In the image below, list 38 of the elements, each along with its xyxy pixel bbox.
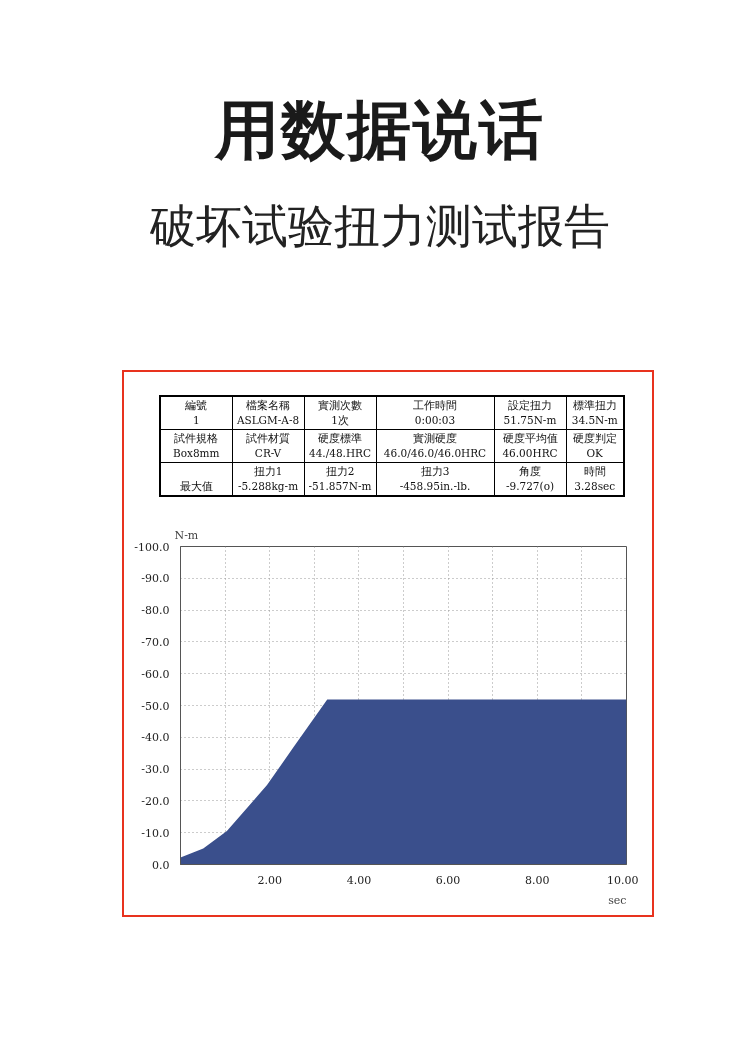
chart-subtitle: 破坏试验扭力测试报告 — [149, 198, 611, 256]
chart-title: 用数据说话 — [213, 92, 546, 169]
y-tick-label: -50.0 — [141, 699, 170, 713]
y-tick-label: -80.0 — [141, 604, 170, 618]
text: 硬度平均值 46.00HRC — [494, 429, 566, 463]
x-tick-label: 10.00 — [607, 873, 639, 887]
text: 試件材質 CR-V — [232, 429, 304, 463]
text: 編號 1 — [160, 396, 232, 430]
x-tick-label: 4.00 — [346, 873, 372, 887]
y-tick-label: -10.0 — [141, 826, 170, 840]
y-axis-title: N-m — [174, 528, 199, 542]
x-tick-label: 2.00 — [257, 873, 282, 887]
y-tick-label: -60.0 — [141, 667, 170, 681]
text: 標準扭力 34.5N-m — [566, 396, 624, 430]
text: 扭力1 -5.288kg-m — [232, 462, 304, 496]
text: 實測硬度 46.0/46.0/46.0HRC — [376, 429, 494, 463]
text: 最大值 — [160, 462, 232, 496]
text: 硬度判定 OK — [566, 429, 624, 463]
y-tick-label: -30.0 — [141, 763, 170, 777]
text: 檔案名稱 ASLGM-A-8 — [232, 396, 304, 430]
x-axis-title: sec — [608, 893, 627, 907]
text: 扭力3 -458.95in.-lb. — [376, 462, 494, 496]
text: 設定扭力 51.75N-m — [494, 396, 566, 430]
y-tick-label: -20.0 — [141, 794, 170, 808]
y-tick-label: 0.0 — [152, 858, 170, 872]
text: 硬度標準 44./48.HRC — [304, 429, 376, 463]
text: 時間 3.28sec — [566, 462, 624, 496]
y-tick-label: -100.0 — [134, 540, 170, 554]
text: 工作時間 0:00:03 — [376, 396, 494, 430]
text: 實測次數 1次 — [304, 396, 376, 430]
y-tick-label: -70.0 — [141, 635, 170, 649]
x-tick-label: 8.00 — [525, 873, 550, 887]
y-tick-label: -40.0 — [141, 731, 170, 745]
text: 扭力2 -51.857N-m — [304, 462, 376, 496]
text: 試件規格 Box8mm — [160, 429, 232, 463]
y-tick-label: -90.0 — [141, 572, 170, 586]
text: 角度 -9.727(o) — [494, 462, 566, 496]
x-tick-label: 6.00 — [435, 873, 461, 887]
